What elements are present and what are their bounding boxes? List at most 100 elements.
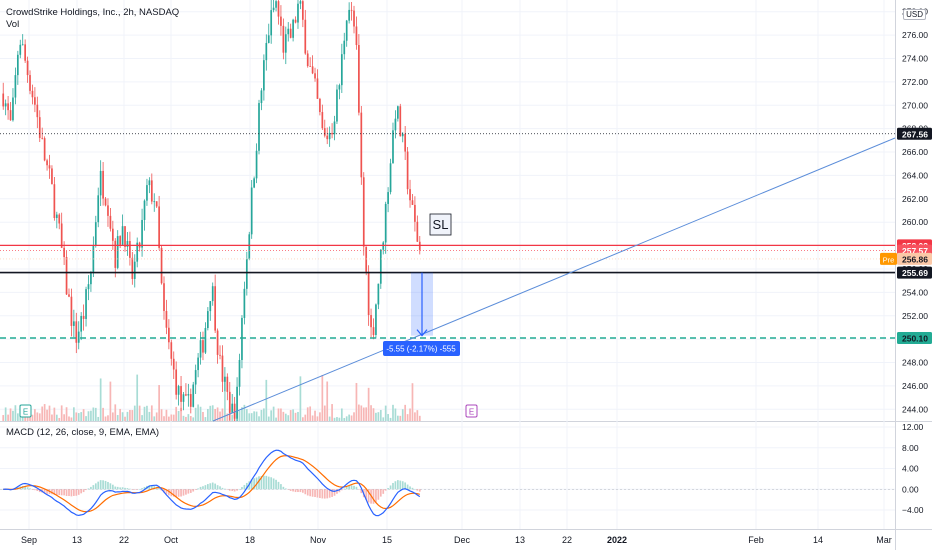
candle-body[interactable] bbox=[73, 321, 75, 326]
candle-body[interactable] bbox=[243, 288, 246, 318]
candle-body[interactable] bbox=[316, 78, 319, 99]
candle-body[interactable] bbox=[82, 315, 85, 319]
candle-body[interactable] bbox=[292, 19, 294, 38]
candle-body[interactable] bbox=[12, 97, 14, 121]
volume-label[interactable]: Vol bbox=[6, 19, 20, 30]
candle-body[interactable] bbox=[180, 386, 182, 402]
candle-body[interactable] bbox=[116, 236, 119, 268]
candle-body[interactable] bbox=[238, 359, 241, 387]
candle-body[interactable] bbox=[370, 315, 372, 328]
candle-body[interactable] bbox=[221, 355, 224, 382]
candle-body[interactable] bbox=[375, 304, 377, 335]
candle-body[interactable] bbox=[97, 195, 100, 223]
candle-body[interactable] bbox=[216, 330, 219, 355]
candle-body[interactable] bbox=[170, 342, 173, 359]
candle-body[interactable] bbox=[199, 340, 202, 358]
candle-body[interactable] bbox=[87, 284, 90, 290]
candle-body[interactable] bbox=[104, 198, 107, 206]
candle-body[interactable] bbox=[43, 138, 46, 161]
candle-body[interactable] bbox=[119, 236, 122, 245]
candle-body[interactable] bbox=[211, 286, 214, 302]
time-axis[interactable]: Sep 13 22 Oct 18 Nov 15 Dec 13 22 2022 Feb 14 Mar bbox=[21, 535, 892, 545]
candle-body[interactable] bbox=[165, 311, 168, 328]
candle-body[interactable] bbox=[133, 261, 136, 279]
candle-body[interactable] bbox=[19, 44, 22, 55]
candle-body[interactable] bbox=[155, 201, 158, 207]
candle-body[interactable] bbox=[2, 93, 5, 107]
candle-body[interactable] bbox=[204, 328, 207, 353]
candle-body[interactable] bbox=[353, 10, 355, 27]
candle-body[interactable] bbox=[284, 34, 287, 53]
candle-body[interactable] bbox=[214, 286, 217, 331]
candle-body[interactable] bbox=[387, 192, 389, 204]
candle-body[interactable] bbox=[309, 66, 312, 67]
candle-body[interactable] bbox=[404, 133, 407, 152]
candle-body[interactable] bbox=[270, 10, 273, 36]
symbol-title[interactable]: CrowdStrike Holdings, Inc., 2h, NASDAQ bbox=[6, 7, 180, 18]
candle-body[interactable] bbox=[197, 357, 199, 371]
candle-body[interactable] bbox=[109, 215, 112, 229]
candle-body[interactable] bbox=[287, 28, 290, 35]
candle-body[interactable] bbox=[121, 226, 124, 245]
candle-body[interactable] bbox=[280, 16, 282, 26]
candle-body[interactable] bbox=[4, 103, 7, 107]
candle-body[interactable] bbox=[314, 73, 316, 79]
candle-body[interactable] bbox=[241, 317, 243, 360]
candle-body[interactable] bbox=[24, 44, 26, 61]
candle-body[interactable] bbox=[55, 214, 58, 218]
candle-body[interactable] bbox=[345, 20, 348, 41]
candle-body[interactable] bbox=[306, 53, 309, 67]
candle-body[interactable] bbox=[275, 1, 277, 8]
earnings-marker[interactable] bbox=[465, 404, 478, 418]
measure-label-box[interactable] bbox=[383, 341, 460, 356]
macd-title[interactable]: MACD (12, 26, close, 9, EMA, EMA) bbox=[6, 427, 160, 438]
candle-body[interactable] bbox=[65, 257, 68, 295]
candle-body[interactable] bbox=[177, 386, 180, 395]
candle-body[interactable] bbox=[399, 106, 402, 137]
candle-body[interactable] bbox=[255, 150, 258, 179]
candle-body[interactable] bbox=[206, 311, 209, 329]
drawings-layer[interactable]: -5.55 (-2.17%) -555 SL E E bbox=[0, 133, 896, 422]
candle-body[interactable] bbox=[148, 180, 151, 186]
candle-body[interactable] bbox=[397, 106, 399, 119]
candle-body[interactable] bbox=[51, 168, 53, 185]
candle-body[interactable] bbox=[9, 110, 12, 121]
candle-body[interactable] bbox=[189, 394, 192, 407]
candle-body[interactable] bbox=[348, 9, 350, 21]
candle-body[interactable] bbox=[250, 187, 253, 235]
candle-body[interactable] bbox=[80, 315, 83, 332]
candle-body[interactable] bbox=[75, 321, 78, 343]
candle-body[interactable] bbox=[233, 403, 236, 419]
candle-body[interactable] bbox=[131, 257, 134, 279]
candle-body[interactable] bbox=[358, 45, 360, 113]
candle-body[interactable] bbox=[350, 9, 353, 11]
trend-line[interactable] bbox=[212, 137, 896, 422]
candle-body[interactable] bbox=[321, 112, 324, 129]
candle-body[interactable] bbox=[253, 178, 255, 188]
candle-body[interactable] bbox=[416, 221, 419, 242]
candle-body[interactable] bbox=[29, 75, 31, 91]
candle-body[interactable] bbox=[158, 206, 160, 248]
candles[interactable] bbox=[2, 0, 421, 421]
candle-body[interactable] bbox=[301, 1, 304, 20]
candle-body[interactable] bbox=[224, 376, 226, 382]
candle-body[interactable] bbox=[245, 258, 248, 289]
candle-body[interactable] bbox=[114, 240, 117, 268]
candle-body[interactable] bbox=[340, 54, 343, 86]
candle-body[interactable] bbox=[70, 296, 73, 326]
candle-body[interactable] bbox=[38, 117, 41, 138]
candle-body[interactable] bbox=[202, 340, 204, 353]
candle-body[interactable] bbox=[34, 97, 36, 105]
price-axis[interactable]: 278.00276.00274.00272.00270.00268.00266.… bbox=[902, 7, 928, 415]
candle-body[interactable] bbox=[228, 391, 231, 413]
candle-body[interactable] bbox=[187, 394, 190, 396]
candle-body[interactable] bbox=[14, 75, 17, 98]
candle-body[interactable] bbox=[126, 241, 129, 247]
candle-body[interactable] bbox=[85, 289, 87, 319]
candle-body[interactable] bbox=[267, 35, 270, 43]
candle-body[interactable] bbox=[294, 19, 297, 23]
candle-body[interactable] bbox=[338, 85, 341, 90]
macd-line[interactable] bbox=[3, 449, 421, 517]
candle-body[interactable] bbox=[21, 44, 24, 46]
